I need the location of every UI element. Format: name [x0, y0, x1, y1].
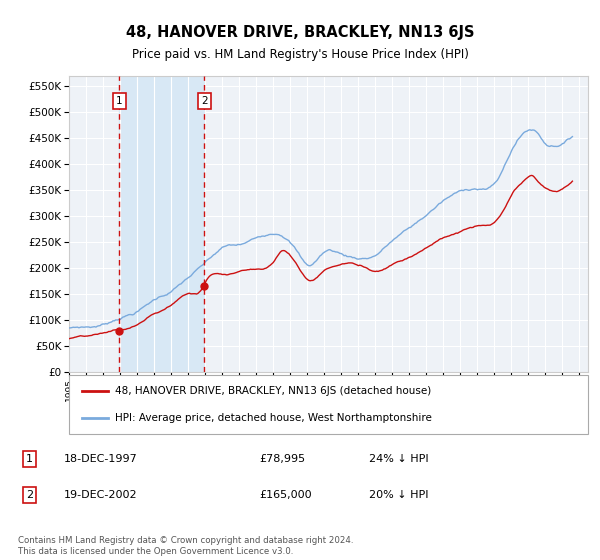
Text: 19-DEC-2002: 19-DEC-2002: [64, 490, 137, 500]
Text: 48, HANOVER DRIVE, BRACKLEY, NN13 6JS (detached house): 48, HANOVER DRIVE, BRACKLEY, NN13 6JS (d…: [115, 386, 431, 396]
Text: HPI: Average price, detached house, West Northamptonshire: HPI: Average price, detached house, West…: [115, 413, 431, 423]
Text: 20% ↓ HPI: 20% ↓ HPI: [369, 490, 428, 500]
Text: Price paid vs. HM Land Registry's House Price Index (HPI): Price paid vs. HM Land Registry's House …: [131, 48, 469, 60]
Bar: [119, 76, 205, 372]
Text: Contains HM Land Registry data © Crown copyright and database right 2024.
This d: Contains HM Land Registry data © Crown c…: [18, 536, 353, 556]
Text: 2: 2: [201, 96, 208, 106]
Text: 24% ↓ HPI: 24% ↓ HPI: [369, 454, 429, 464]
Text: £78,995: £78,995: [260, 454, 306, 464]
Text: 1: 1: [26, 454, 33, 464]
Text: 1: 1: [116, 96, 122, 106]
Text: 2: 2: [26, 490, 33, 500]
Text: 18-DEC-1997: 18-DEC-1997: [64, 454, 137, 464]
Text: 48, HANOVER DRIVE, BRACKLEY, NN13 6JS: 48, HANOVER DRIVE, BRACKLEY, NN13 6JS: [126, 25, 474, 40]
Text: £165,000: £165,000: [260, 490, 313, 500]
FancyBboxPatch shape: [69, 375, 588, 434]
